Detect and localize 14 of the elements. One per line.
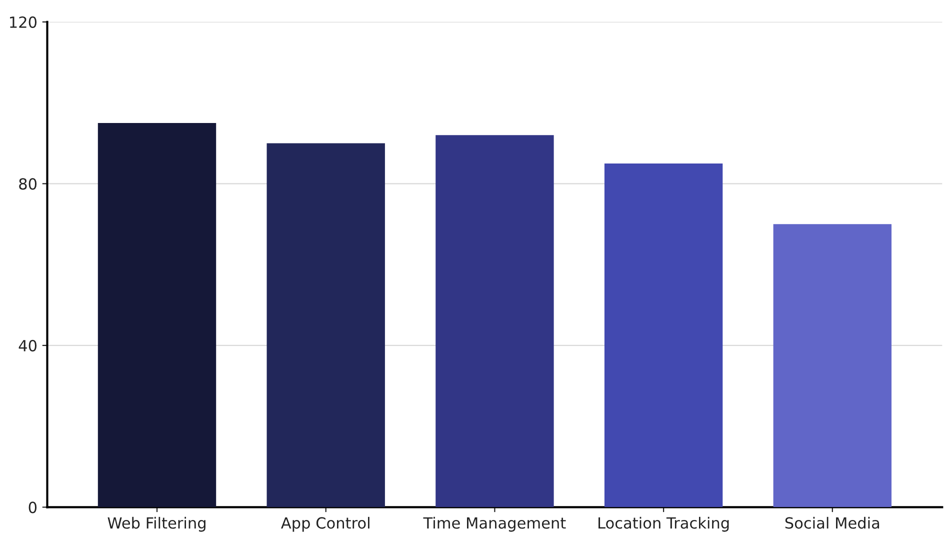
x-tick-label: Social Media bbox=[785, 516, 880, 529]
x-tick-label: Location Tracking bbox=[598, 516, 729, 532]
y-tick-label: 120 bbox=[10, 16, 37, 28]
bar bbox=[773, 224, 892, 508]
x-tick-label: App Control bbox=[281, 516, 370, 532]
bar bbox=[98, 123, 216, 508]
y-tick-label: 80 bbox=[19, 178, 37, 190]
bar bbox=[604, 163, 723, 508]
y-tick-label: 0 bbox=[28, 502, 37, 514]
y-tick-label: 40 bbox=[18, 340, 37, 352]
bar bbox=[266, 143, 385, 508]
x-tick-label: Web Filtering bbox=[108, 516, 206, 532]
bar bbox=[436, 135, 554, 508]
x-tick-label: Time Management bbox=[423, 516, 566, 532]
